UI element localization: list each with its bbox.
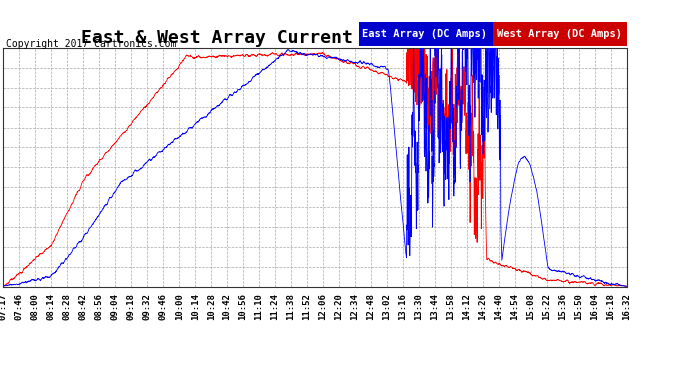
Text: East Array (DC Amps): East Array (DC Amps) [362,29,487,39]
Title: East & West Array Current  Sat Jan 7  16:43: East & West Array Current Sat Jan 7 16:4… [81,30,549,48]
Text: Copyright 2017 Cartronics.com: Copyright 2017 Cartronics.com [6,39,176,50]
Text: West Array (DC Amps): West Array (DC Amps) [497,29,622,39]
